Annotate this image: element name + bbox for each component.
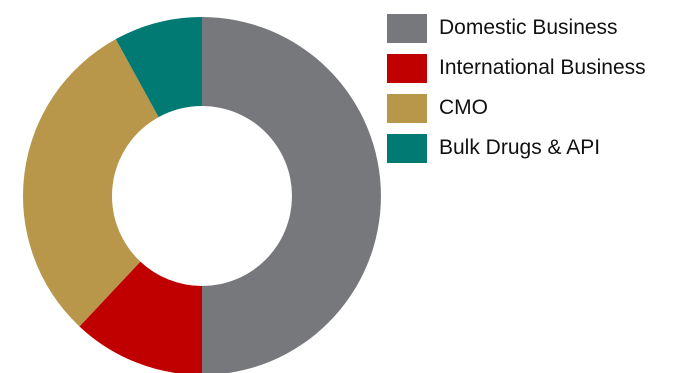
legend-item-cmo: CMO [387,88,646,128]
slice-international-business [79,261,202,373]
slice-bulk-drugs-api [115,17,202,118]
legend-swatch-bulk-drugs-api [387,133,427,163]
legend-swatch-domestic-business [387,13,427,43]
legend-item-international-business: International Business [387,48,646,88]
legend-label-bulk-drugs-api: Bulk Drugs & API [439,136,601,159]
legend-label-international-business: International Business [439,56,646,79]
legend-label-cmo: CMO [439,96,488,119]
legend-swatch-cmo [387,93,427,123]
legend-label-domestic-business: Domestic Business [439,16,618,39]
legend-swatch-international-business [387,53,427,83]
slice-cmo [22,39,159,327]
legend-item-bulk-drugs-api: Bulk Drugs & API [387,128,646,168]
slice-domestic-business [202,17,381,373]
chart-legend: Domestic Business International Business… [387,8,646,168]
legend-item-domestic-business: Domestic Business [387,8,646,48]
